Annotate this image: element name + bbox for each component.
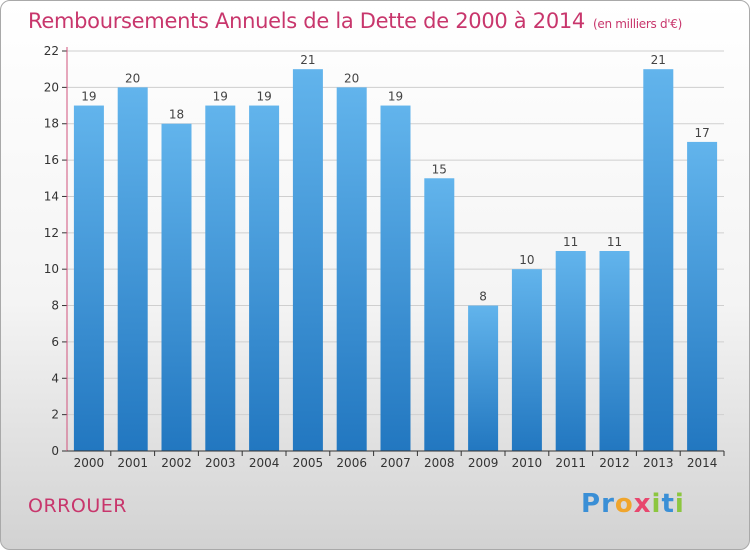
logo-letter: x (633, 489, 652, 519)
y-tick-label: 10 (44, 262, 59, 276)
bar (424, 178, 455, 452)
y-tick-label: 20 (44, 80, 59, 94)
x-tick-label: 2010 (512, 456, 543, 470)
bar (117, 87, 148, 451)
bar (249, 105, 280, 451)
bar (161, 123, 192, 452)
logo-letter: o (614, 489, 634, 519)
y-tick-label: 2 (51, 408, 59, 422)
y-tick-label: 16 (44, 153, 59, 167)
data-label: 20 (344, 71, 359, 85)
x-tick-label: 2001 (117, 456, 148, 470)
bar (380, 105, 411, 451)
y-tick-label: 6 (51, 335, 59, 349)
y-tick-label: 12 (44, 226, 59, 240)
x-tick-label: 2003 (205, 456, 236, 470)
logo-letter: r (601, 489, 615, 519)
data-labels: 19 20 18 19 19 21 20 19 15 8 10 11 11 21 17 (81, 53, 709, 303)
bar (687, 141, 718, 451)
y-tick-label: 8 (51, 299, 59, 313)
chart-subtitle: (en milliers d'€) (593, 17, 683, 31)
data-label: 10 (519, 253, 534, 267)
logo-letter: t (661, 489, 675, 519)
x-tick-label: 2004 (249, 456, 280, 470)
y-tick-label: 14 (44, 189, 59, 203)
logo-letter: P (581, 489, 602, 519)
data-label: 21 (651, 53, 666, 67)
bar (511, 269, 542, 451)
bar (73, 105, 104, 451)
data-label: 8 (479, 290, 487, 304)
data-label: 19 (213, 90, 228, 104)
data-label: 19 (388, 90, 403, 104)
x-tick-label: 2009 (468, 456, 499, 470)
data-label: 19 (256, 90, 271, 104)
x-tick-label: 2013 (643, 456, 674, 470)
data-label: 11 (607, 235, 622, 249)
y-tick-label: 0 (51, 444, 59, 458)
data-label: 15 (432, 162, 447, 176)
bar (205, 105, 236, 451)
x-tick-label: 2007 (380, 456, 411, 470)
y-tick-label: 22 (44, 44, 59, 58)
data-label: 18 (169, 108, 184, 122)
bar (643, 69, 674, 451)
x-tick-label: 2002 (161, 456, 192, 470)
x-tick-label: 2011 (555, 456, 586, 470)
x-tick-label: 2000 (74, 456, 105, 470)
x-tick-label: 2014 (687, 456, 718, 470)
bar (555, 251, 586, 451)
x-tick-label: 2012 (599, 456, 630, 470)
data-label: 11 (563, 235, 578, 249)
bar (599, 251, 630, 451)
proxiti-logo: Proxiti (581, 489, 685, 519)
data-label: 17 (694, 126, 709, 140)
bars (73, 69, 718, 452)
y-tick-label: 18 (44, 117, 59, 131)
chart-title: Remboursements Annuels de la Dette de 20… (28, 9, 682, 33)
data-label: 21 (300, 53, 315, 67)
x-tick-label: 2008 (424, 456, 455, 470)
bar (468, 305, 499, 451)
axes: 0 2 4 6 8 10 12 14 16 18 20 22 2000 2001 2002 2003 2004 2… (44, 44, 725, 470)
x-tick-label: 2005 (293, 456, 324, 470)
data-label: 20 (125, 71, 140, 85)
logo-letter: i (651, 489, 662, 519)
bar (292, 69, 323, 451)
x-tick-label: 2006 (336, 456, 367, 470)
bar (336, 87, 367, 451)
city-name: ORROUER (28, 495, 127, 517)
logo-letter: i (674, 489, 685, 519)
chart-title-text: Remboursements Annuels de la Dette de 20… (28, 9, 585, 33)
y-tick-label: 4 (51, 371, 59, 385)
data-label: 19 (81, 90, 96, 104)
